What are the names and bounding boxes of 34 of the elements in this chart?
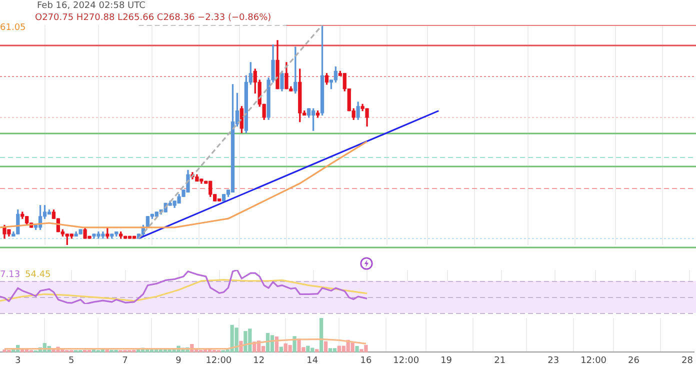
bar (355, 346, 359, 352)
x-tick-label: 9 (176, 356, 182, 366)
x-tick-label: 14 (306, 356, 318, 366)
bar (244, 331, 248, 352)
annotation: 61.05 (0, 23, 26, 33)
x-tick-label: 16 (360, 356, 372, 366)
candlestick (78, 229, 82, 234)
x-tick-label: 19 (440, 356, 452, 366)
x-tick-label: 12:00 (580, 356, 607, 366)
x-tick-label: 21 (494, 356, 506, 366)
bar (288, 345, 292, 352)
annotation: 7.13 (0, 270, 20, 280)
text: O270.75 H270.88 L265.66 C268.36 −2.33 (−0.86%) (35, 13, 272, 23)
x-tick-label: 26 (628, 356, 640, 366)
bar (350, 342, 354, 352)
x-tick-label: 28 (682, 356, 694, 366)
x-tick-label: 23 (548, 356, 560, 366)
candlestick (217, 198, 222, 202)
x-tick-label: 5 (68, 356, 74, 366)
x-tick-label: 12 (253, 356, 265, 366)
bar (337, 346, 342, 352)
x-tick-label: 7 (122, 356, 128, 366)
text: Feb 16, 2024 02:58 UTC (37, 1, 146, 11)
bar (332, 348, 337, 352)
bar (306, 346, 310, 352)
bar (324, 341, 328, 352)
bar (279, 346, 283, 352)
bar (315, 349, 319, 352)
x-tick-label: 3 (14, 356, 21, 366)
x-tick-label: 12:00 (206, 356, 232, 366)
bar (328, 348, 332, 352)
bar (319, 318, 324, 352)
annotation: 54.45 (25, 270, 51, 280)
x-tick-label: 12:00 (393, 356, 420, 366)
